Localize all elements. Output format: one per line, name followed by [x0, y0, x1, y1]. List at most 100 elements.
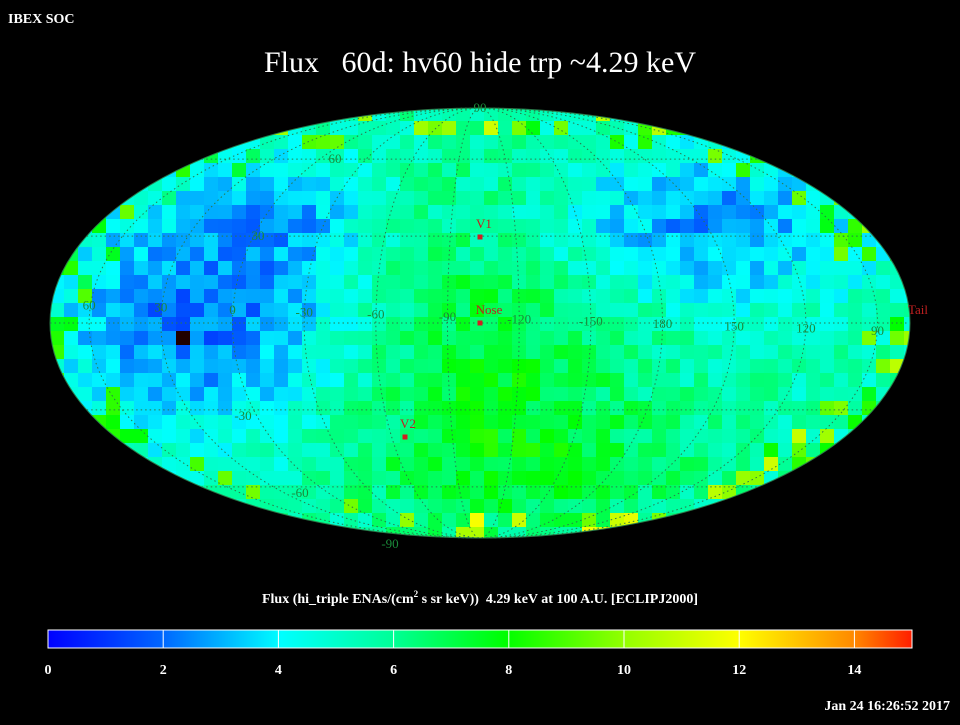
sky-pixel	[344, 289, 359, 304]
sky-pixel	[120, 289, 135, 304]
sky-pixel	[316, 471, 331, 486]
sky-pixel	[708, 345, 723, 360]
sky-pixel	[456, 219, 471, 234]
sky-pixel	[386, 205, 401, 220]
sky-pixel	[400, 317, 415, 332]
sky-pixel	[554, 303, 569, 318]
sky-pixel	[722, 275, 737, 290]
sky-pixel	[540, 443, 555, 458]
sky-pixel	[386, 373, 401, 388]
sky-pixel	[568, 135, 583, 150]
sky-pixel	[834, 387, 849, 402]
sky-pixel	[778, 457, 793, 472]
sky-pixel	[624, 177, 639, 192]
sky-pixel	[120, 429, 135, 444]
sky-pixel	[190, 219, 205, 234]
sky-pixel	[120, 331, 135, 346]
sky-pixel	[792, 387, 807, 402]
sky-pixel	[582, 457, 597, 472]
sky-pixel	[820, 275, 835, 290]
sky-pixel	[302, 205, 317, 220]
sky-pixel	[260, 345, 275, 360]
sky-pixel	[722, 233, 737, 248]
sky-pixel	[274, 373, 289, 388]
sky-pixel	[456, 121, 471, 136]
sky-pixel	[400, 485, 415, 500]
sky-pixel	[750, 219, 765, 234]
sky-pixel	[526, 275, 541, 290]
sky-pixel	[582, 233, 597, 248]
sky-pixel	[148, 191, 163, 206]
sky-pixel	[484, 443, 499, 458]
sky-pixel	[778, 191, 793, 206]
sky-pixel	[386, 513, 401, 528]
sky-pixel	[526, 317, 541, 332]
colorbar-tick-label: 0	[45, 663, 52, 678]
sky-pixel	[470, 443, 485, 458]
sky-pixel	[540, 471, 555, 486]
sky-pixel	[680, 163, 695, 178]
sky-pixel	[442, 261, 457, 276]
sky-pixel	[596, 359, 611, 374]
sky-pixel	[582, 163, 597, 178]
sky-pixel	[302, 415, 317, 430]
sky-pixel	[204, 387, 219, 402]
sky-pixel	[274, 247, 289, 262]
sky-pixel	[414, 177, 429, 192]
sky-pixel	[106, 219, 121, 234]
sky-pixel	[638, 191, 653, 206]
sky-pixel	[344, 387, 359, 402]
sky-pixel	[582, 415, 597, 430]
sky-pixel	[344, 485, 359, 500]
sky-pixel	[414, 457, 429, 472]
sky-pixel	[428, 303, 443, 318]
sky-pixel	[246, 289, 261, 304]
sky-pixel	[274, 401, 289, 416]
sky-pixel	[232, 149, 247, 164]
sky-pixel	[442, 471, 457, 486]
sky-pixel	[736, 429, 751, 444]
sky-pixel	[344, 177, 359, 192]
sky-pixel	[288, 429, 303, 444]
sky-pixel	[344, 499, 359, 514]
sky-pixel	[372, 499, 387, 514]
sky-pixel	[330, 275, 345, 290]
sky-pixel	[498, 121, 513, 136]
sky-pixel	[680, 261, 695, 276]
sky-pixel	[708, 457, 723, 472]
sky-pixel	[92, 401, 107, 416]
sky-pixel	[330, 261, 345, 276]
sky-pixel	[554, 359, 569, 374]
sky-pixel	[610, 485, 625, 500]
sky-pixel	[274, 149, 289, 164]
sky-pixel	[638, 163, 653, 178]
sky-pixel	[358, 443, 373, 458]
sky-pixel	[414, 415, 429, 430]
sky-pixel	[652, 415, 667, 430]
sky-pixel	[400, 247, 415, 262]
sky-pixel	[666, 163, 681, 178]
longitude-label: 0	[229, 302, 236, 317]
sky-pixel	[274, 471, 289, 486]
sky-pixel	[484, 415, 499, 430]
sky-pixel	[316, 163, 331, 178]
sky-pixel	[680, 289, 695, 304]
sky-pixel	[78, 275, 93, 290]
sky-pixel	[708, 401, 723, 416]
sky-pixel	[652, 303, 667, 318]
sky-pixel	[498, 443, 513, 458]
sky-pixel	[120, 415, 135, 430]
sky-pixel	[666, 457, 681, 472]
sky-pixel	[386, 121, 401, 136]
sky-pixel	[512, 163, 527, 178]
sky-pixel	[386, 191, 401, 206]
sky-pixel	[750, 303, 765, 318]
sky-pixel	[386, 289, 401, 304]
sky-pixel	[316, 289, 331, 304]
sky-pixel	[204, 331, 219, 346]
sky-pixel	[610, 387, 625, 402]
sky-pixel	[260, 401, 275, 416]
sky-pixel	[218, 233, 233, 248]
sky-pixel	[484, 247, 499, 262]
sky-pixel	[456, 108, 471, 122]
